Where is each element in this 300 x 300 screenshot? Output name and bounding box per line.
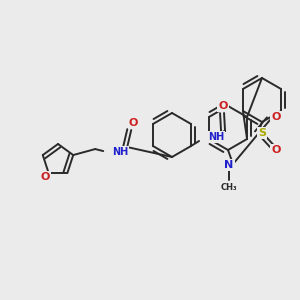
Text: N: N	[224, 160, 234, 170]
Text: S: S	[258, 128, 266, 138]
Text: O: O	[271, 112, 281, 122]
Text: O: O	[271, 145, 281, 155]
Text: O: O	[128, 118, 138, 128]
Text: CH₃: CH₃	[221, 182, 237, 191]
Text: O: O	[218, 101, 228, 111]
Text: O: O	[41, 172, 50, 182]
Text: NH: NH	[112, 147, 128, 157]
Text: NH: NH	[208, 132, 224, 142]
